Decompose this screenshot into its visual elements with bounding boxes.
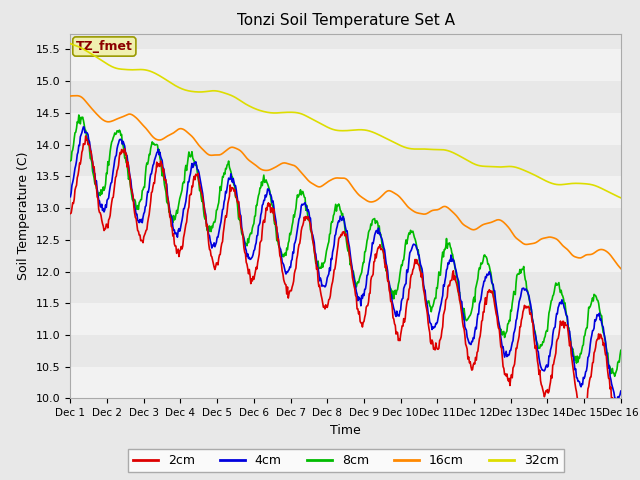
- Title: Tonzi Soil Temperature Set A: Tonzi Soil Temperature Set A: [237, 13, 454, 28]
- Y-axis label: Soil Temperature (C): Soil Temperature (C): [17, 152, 30, 280]
- Bar: [70, 113, 621, 144]
- Legend: 2cm, 4cm, 8cm, 16cm, 32cm: 2cm, 4cm, 8cm, 16cm, 32cm: [127, 449, 564, 472]
- Bar: [70, 303, 621, 335]
- Bar: [70, 49, 621, 81]
- Bar: [70, 367, 621, 398]
- X-axis label: Time: Time: [330, 424, 361, 437]
- Text: TZ_fmet: TZ_fmet: [76, 40, 132, 53]
- Bar: [70, 176, 621, 208]
- Bar: [70, 240, 621, 272]
